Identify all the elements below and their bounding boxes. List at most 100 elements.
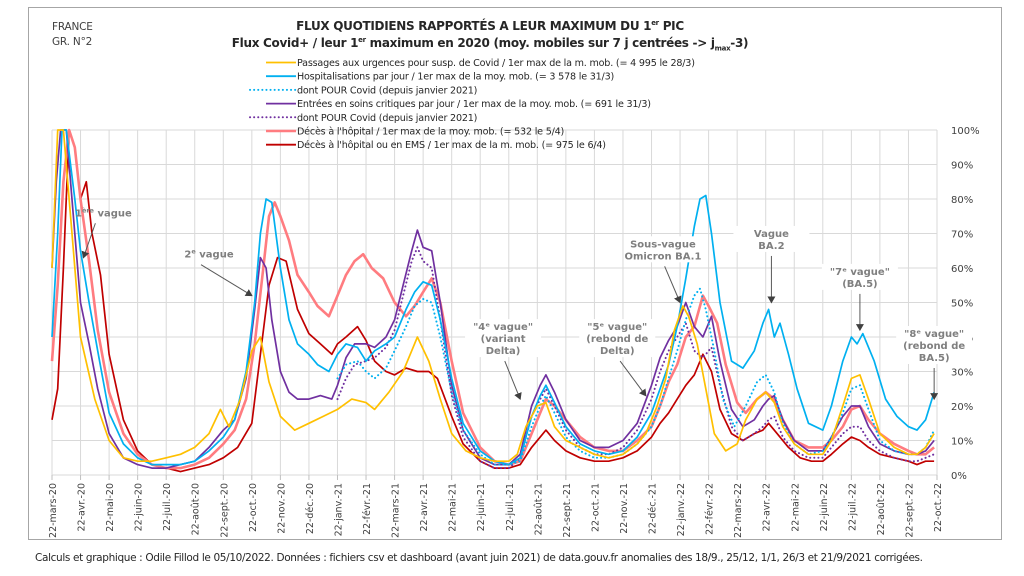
subtitle-sub: max <box>714 44 731 53</box>
x-tick-label: 22-oct.-20 <box>248 483 259 532</box>
x-tick-label: 22-janv.-21 <box>333 483 344 536</box>
chart-subtitle: Flux Covid+ / leur 1er maximum en 2020 (… <box>170 36 810 52</box>
legend-label: dont POUR Covid (depuis janvier 2021) <box>297 113 477 124</box>
annotation-label: BA.5) <box>919 353 950 364</box>
annotation-arrow <box>200 264 253 297</box>
series-line-5 <box>50 128 935 470</box>
x-tick-label: 22-nov.-20 <box>276 483 287 534</box>
series-line-1 <box>51 129 935 466</box>
x-tick-label: 22-févr.-22 <box>705 483 716 535</box>
annotation-arrow <box>664 266 682 304</box>
legend-label: Passages aux urgences pour susp. de Covi… <box>297 58 695 69</box>
x-tick-label: 22-août-20 <box>191 483 202 535</box>
annotation-label: Vague <box>754 229 789 240</box>
annotation-background <box>821 263 898 290</box>
annotation-label: Delta) <box>486 346 521 357</box>
legend-label: Entrées en soins critiques par jour / 1e… <box>297 98 651 110</box>
annotation-label: (BA.5) <box>842 279 877 290</box>
x-tick-label: 22-mars-22 <box>733 483 744 538</box>
x-tick-label: 22-août-22 <box>876 483 887 535</box>
x-tick-label: 22-mai-21 <box>448 483 459 532</box>
x-tick-label: 22-oct.-21 <box>590 483 601 532</box>
x-tick-label: 22-avr.-22 <box>762 483 773 532</box>
x-tick-label: 22-sept.-21 <box>562 483 573 538</box>
y-tick-label: 60% <box>951 264 973 275</box>
x-tick-label: 22-juin-20 <box>134 483 145 531</box>
subtitle-text-a: Flux Covid+ / leur 1 <box>231 36 359 50</box>
annotation-label: "7ᵉ vague" <box>830 267 890 278</box>
series-line-4 <box>336 246 936 470</box>
annotation-label: Omicron BA.1 <box>624 251 701 262</box>
x-tick-label: 22-juil.-22 <box>847 483 858 531</box>
y-tick-label: 80% <box>951 195 973 206</box>
subtitle-end: -3) <box>730 36 749 50</box>
legend-label: dont POUR Covid (depuis janvier 2021) <box>297 85 477 96</box>
annotation-background <box>579 319 656 358</box>
annotation-arrow <box>619 360 647 397</box>
annotation-background <box>896 326 973 364</box>
annotation-label: "5ᵉ vague" <box>587 322 647 333</box>
y-axis-ticks: 0%10%20%30%40%50%60%70%80%90%100% <box>951 126 980 482</box>
x-tick-label: 22-nov.-21 <box>619 483 630 534</box>
series-lines <box>50 128 936 473</box>
x-tick-label: 22-avr.-20 <box>77 483 88 532</box>
y-tick-label: 70% <box>951 230 973 241</box>
annotation-label: (variant <box>481 334 526 345</box>
title-end: PIC <box>658 19 684 33</box>
y-tick-label: 20% <box>951 402 973 413</box>
subtitle-sup: er <box>358 36 366 44</box>
x-tick-label: 22-mars-21 <box>391 483 402 538</box>
x-tick-label: 22-juil.-21 <box>505 483 516 531</box>
legend-label: Hospitalisations par jour / 1er max de l… <box>297 72 614 83</box>
x-tick-label: 22-janv.-22 <box>676 483 687 536</box>
gridlines <box>51 129 938 476</box>
series-line-0 <box>51 129 935 463</box>
footer-source-note: Calculs et graphique : Odile Fillod le 0… <box>35 552 923 564</box>
annotation-label: (rebond de <box>586 334 648 345</box>
x-tick-label: 22-mai-22 <box>790 483 801 532</box>
legend-label: Décès à l'hôpital / 1er max de la moy. m… <box>297 126 564 138</box>
x-tick-label: 22-juin-22 <box>819 483 830 531</box>
annotation-background <box>733 225 810 252</box>
chart-title: FLUX QUOTIDIENS RAPPORTÉS A LEUR MAXIMUM… <box>170 19 810 33</box>
x-axis-ticks: 22-mars-20 22-avr.-20 22-mai-20 22-juin-20 2… <box>48 475 944 538</box>
y-tick-label: 50% <box>951 299 973 310</box>
annotation-label: Sous-vague <box>630 239 696 250</box>
x-tick-label: 22-avr.-21 <box>419 483 430 532</box>
y-tick-label: 90% <box>951 161 973 172</box>
annotation-label: 2e vague <box>184 248 233 261</box>
series-line-6 <box>51 129 935 473</box>
annotation-label: "8ᵉ vague" <box>904 329 964 340</box>
x-tick-label: 22-déc.-21 <box>648 483 659 534</box>
x-tick-label: 22-sept.-22 <box>904 483 915 538</box>
annotation-background <box>465 319 542 358</box>
annotation-label: Delta) <box>600 346 635 357</box>
legend-label: Décès à l'hôpital ou en EMS / 1er max de… <box>297 139 606 151</box>
annotation-background <box>624 236 701 263</box>
annotation-arrow <box>81 223 96 259</box>
x-tick-label: 22-sept.-20 <box>219 483 230 538</box>
x-tick-label: 22-oct.-22 <box>933 483 944 532</box>
annotation-label: 1ère vague <box>75 206 132 219</box>
graph-number-label: GR. N°2 <box>52 36 93 48</box>
series-line-3 <box>51 129 935 469</box>
y-tick-label: 100% <box>951 126 980 137</box>
y-tick-label: 0% <box>951 471 967 482</box>
y-tick-label: 30% <box>951 368 973 379</box>
x-tick-label: 22-août-21 <box>533 483 544 535</box>
legend: Passages aux urgences pour susp. de Covi… <box>249 58 695 151</box>
x-tick-label: 22-juil.-20 <box>162 483 173 531</box>
annotation-label: (rebond de <box>903 341 965 352</box>
subtitle-text-b: maximum en 2020 (moy. mobiles sur 7 j ce… <box>365 36 715 50</box>
x-tick-label: 22-déc.-20 <box>305 483 316 534</box>
x-tick-label: 22-févr.-21 <box>362 483 373 535</box>
x-tick-label: 22-mars-20 <box>48 483 59 538</box>
country-label: FRANCE <box>52 21 93 33</box>
title-text: FLUX QUOTIDIENS RAPPORTÉS A LEUR MAXIMUM… <box>296 19 652 33</box>
annotation-label: BA.2 <box>758 241 784 252</box>
annotation-label: "4ᵉ vague" <box>473 322 533 333</box>
x-tick-label: 22-mai-20 <box>105 483 116 532</box>
x-tick-label: 22-juin-21 <box>476 483 487 531</box>
